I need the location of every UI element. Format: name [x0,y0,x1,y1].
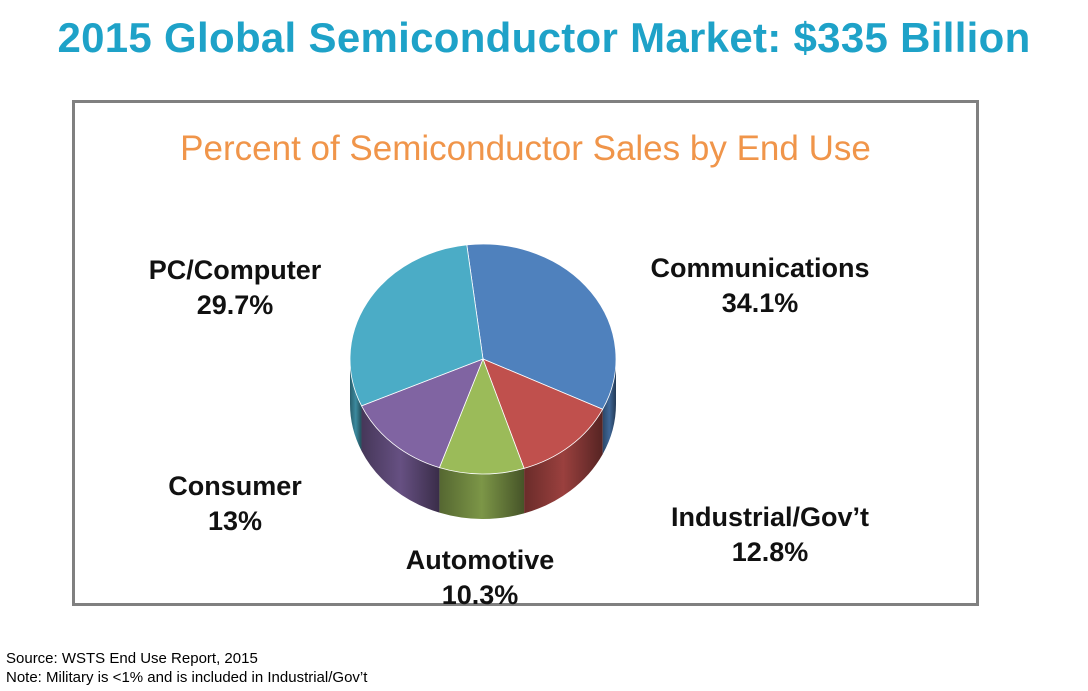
slice-label-automotive: Automotive 10.3% [370,543,590,613]
slice-name: PC/Computer [148,255,322,285]
slice-name: Industrial/Gov’t [670,502,870,532]
pie-chart [349,243,617,519]
chart-frame: Percent of Semiconductor Sales by End Us… [72,100,979,610]
source-text: Source: WSTS End Use Report, 2015 [6,650,258,667]
pie-slice-pc-computer [349,244,484,407]
pie-side-communications [602,359,616,455]
slice-value: 29.7% [196,290,274,320]
slice-name: Consumer [168,471,302,501]
slice-name: Communications [650,253,870,283]
slice-value: 12.8% [731,537,809,567]
slice-label-consumer: Consumer 13% [135,469,335,539]
page-title: 2015 Global Semiconductor Market: $335 B… [57,14,1031,61]
slice-label-communications: Communications 34.1% [620,251,900,321]
slice-value: 34.1% [721,288,799,318]
source-note: Source: WSTS End Use Report, 2015 Note: … [6,649,367,687]
pie-side-pc-computer [350,359,362,451]
slice-label-pc-computer: PC/Computer 29.7% [115,253,355,323]
pie-side-automotive [439,467,525,519]
chart-title: Percent of Semiconductor Sales by End Us… [180,129,871,168]
slice-name: Automotive [405,545,555,575]
pie-slice-consumer [360,358,484,469]
slice-value: 13% [207,506,263,536]
note-text: Note: Military is <1% and is included in… [6,669,368,686]
pie-slice-communications [466,243,617,410]
pie-side-consumer [361,405,440,513]
slice-label-industrial: Industrial/Gov’t 12.8% [635,500,905,570]
pie-slice-industrial-gov-t [482,358,604,469]
pie-slice-automotive [438,357,525,475]
slice-value: 10.3% [441,580,519,610]
